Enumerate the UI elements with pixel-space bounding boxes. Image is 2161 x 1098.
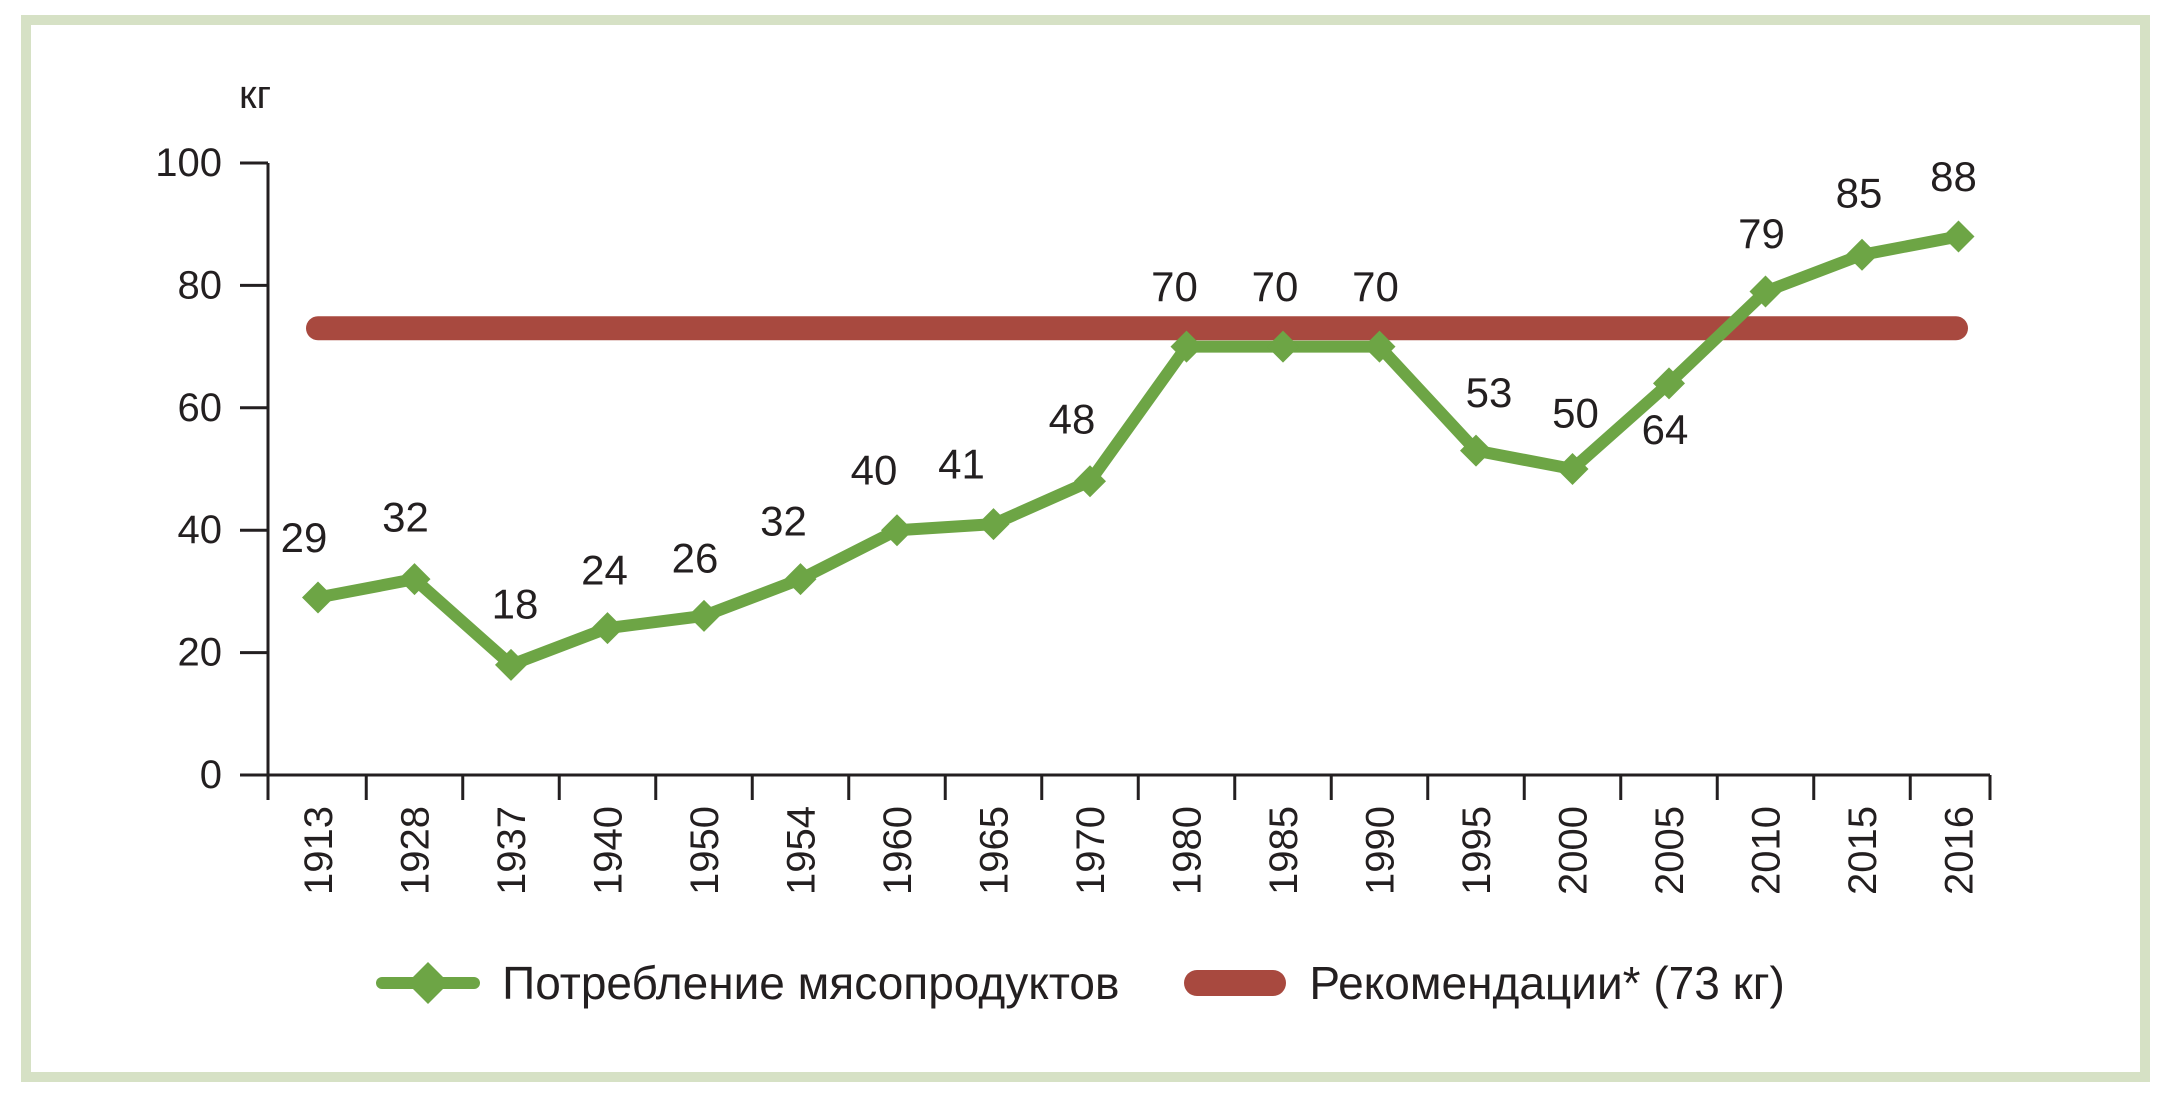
x-tick-label: 1954 xyxy=(780,806,824,895)
x-tick-label: 1995 xyxy=(1455,806,1499,895)
data-point-label: 18 xyxy=(492,580,539,627)
data-point-marker xyxy=(1267,330,1299,363)
data-point-marker xyxy=(1460,434,1492,467)
data-point-label: 79 xyxy=(1738,210,1785,257)
data-point-marker xyxy=(1170,330,1203,363)
data-point-marker xyxy=(784,563,817,596)
data-point-marker xyxy=(881,514,913,547)
x-tick-label: 1950 xyxy=(683,806,727,895)
consumption-series-icon xyxy=(376,962,481,1004)
legend-recommendation-bar xyxy=(1184,970,1287,996)
data-point-marker xyxy=(1653,367,1685,400)
data-point-marker xyxy=(591,612,624,645)
x-tick-label: 1937 xyxy=(490,806,534,895)
x-tick-label: 1960 xyxy=(876,806,920,895)
data-point-marker xyxy=(398,563,431,596)
x-tick-label: 2000 xyxy=(1552,806,1596,895)
x-tick-label: 1940 xyxy=(587,806,631,895)
data-point-marker xyxy=(495,648,527,681)
data-point-label: 32 xyxy=(760,498,807,545)
data-point-marker xyxy=(688,599,720,632)
data-point-label: 32 xyxy=(382,494,429,541)
data-point-label: 70 xyxy=(1151,263,1198,310)
data-point-marker xyxy=(302,581,334,614)
legend-label-recommendation: Рекомендации* (73 кг) xyxy=(1309,957,1785,1009)
y-tick-label: 80 xyxy=(178,263,223,307)
x-tick-label: 1928 xyxy=(394,806,438,895)
y-tick-label: 0 xyxy=(200,753,222,797)
x-tick-label: 1980 xyxy=(1166,806,1210,895)
legend-consumption-diamond xyxy=(407,962,450,1004)
data-point-marker xyxy=(977,508,1010,541)
data-point-label: 48 xyxy=(1049,396,1096,443)
chart-legend: Потребление мясопродуктов Рекомендации* … xyxy=(0,956,2161,1010)
y-axis-unit-label: кг xyxy=(239,73,271,117)
legend-item-consumption: Потребление мясопродуктов xyxy=(376,956,1119,1010)
data-point-label: 26 xyxy=(672,534,719,581)
legend-label-consumption: Потребление мясопродуктов xyxy=(502,957,1120,1009)
x-tick-label: 1990 xyxy=(1359,806,1403,895)
data-point-label: 85 xyxy=(1836,169,1883,216)
data-point-label: 70 xyxy=(1252,263,1299,310)
data-point-label: 50 xyxy=(1552,390,1599,437)
data-point-marker xyxy=(1749,275,1782,308)
x-tick-label: 2015 xyxy=(1841,806,1885,895)
x-tick-label: 1965 xyxy=(973,806,1017,895)
data-point-marker xyxy=(1363,330,1396,363)
data-point-label: 64 xyxy=(1642,406,1689,453)
y-tick-label: 20 xyxy=(178,631,223,675)
data-point-marker xyxy=(1556,453,1589,485)
data-point-label: 40 xyxy=(851,447,898,494)
x-tick-label: 2005 xyxy=(1648,806,1692,895)
legend-item-recommendation: Рекомендации* (73 кг) xyxy=(1183,956,1785,1010)
recommendation-series-icon xyxy=(1184,970,1287,996)
data-point-label: 24 xyxy=(581,547,628,594)
consumption-line xyxy=(316,230,1960,671)
x-tick-label: 1970 xyxy=(1069,806,1113,895)
y-tick-label: 100 xyxy=(155,141,222,185)
x-tick-label: 1985 xyxy=(1262,806,1306,895)
x-tick-label: 2010 xyxy=(1745,806,1789,895)
data-point-marker xyxy=(1846,238,1878,271)
x-tick-label: 2016 xyxy=(1938,806,1982,895)
data-point-label: 70 xyxy=(1352,263,1399,310)
data-point-label: 88 xyxy=(1930,153,1977,200)
data-point-label: 29 xyxy=(281,514,328,561)
y-tick-label: 40 xyxy=(178,508,223,552)
data-point-label: 41 xyxy=(938,441,985,488)
data-point-label: 53 xyxy=(1466,369,1513,416)
data-point-marker xyxy=(1942,220,1975,253)
x-tick-label: 1913 xyxy=(297,806,341,895)
data-point-marker xyxy=(1074,465,1106,498)
y-tick-label: 60 xyxy=(178,386,223,430)
